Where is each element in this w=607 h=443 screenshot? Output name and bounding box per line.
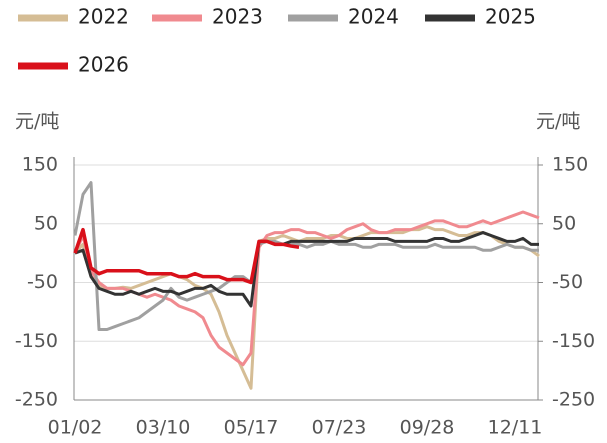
y2-axis-label: 元/吨: [536, 111, 580, 133]
y2-tick-label: 150: [552, 154, 588, 176]
y2-tick-label: -50: [552, 271, 583, 293]
x-tick-label: 09/28: [400, 417, 455, 439]
x-tick-label: 01/02: [48, 417, 103, 439]
line: [73, 210, 540, 367]
y2-tick-label: -250: [552, 389, 595, 411]
legend-label: 2023: [212, 5, 263, 29]
y-tick-label: 50: [34, 212, 58, 234]
line: [73, 225, 540, 390]
x-tick-label: 03/10: [136, 417, 191, 439]
x-tick-label: 05/17: [224, 417, 279, 439]
y-tick-label: 150: [22, 154, 58, 176]
legend-label: 2026: [78, 53, 129, 77]
y2-tick-label: -150: [552, 330, 595, 352]
line: [73, 227, 300, 285]
y-axis-label: 元/吨: [15, 111, 59, 133]
y-tick-label: -150: [15, 330, 58, 352]
x-tick-label: 12/11: [488, 417, 543, 439]
legend-label: 2024: [348, 5, 399, 29]
line: [74, 231, 539, 308]
y-tick-label: -50: [27, 271, 58, 293]
x-tick-label: 07/23: [312, 417, 367, 439]
legend-label: 2025: [485, 5, 536, 29]
y-tick-label: -250: [15, 389, 58, 411]
legend-label: 2022: [78, 5, 129, 29]
line: [73, 181, 539, 331]
y2-tick-label: 50: [552, 212, 576, 234]
